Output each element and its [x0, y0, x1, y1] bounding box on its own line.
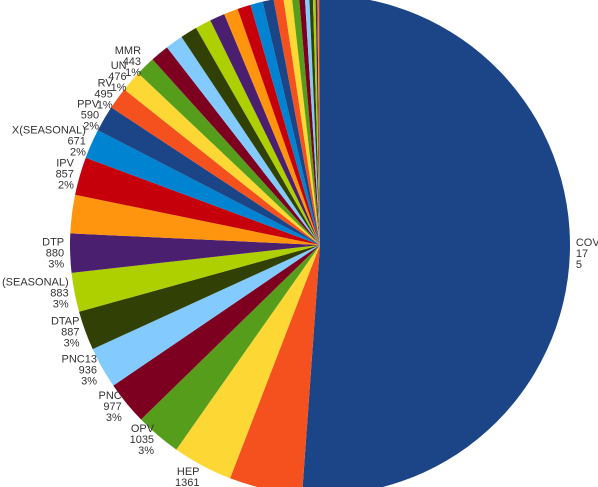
- slice-value-label: 671: [68, 135, 86, 147]
- slice-value-label: 476: [108, 71, 126, 83]
- slice-value-label: 1361: [175, 477, 199, 487]
- slice-percent-label: 3%: [53, 298, 69, 310]
- slice-label: PPV: [77, 99, 100, 111]
- pie-slice: [70, 233, 320, 273]
- slice-value-label: 857: [56, 168, 74, 180]
- slice-value-label: 936: [79, 365, 97, 377]
- slice-value-label: 17: [576, 248, 588, 260]
- pie-slice: [75, 157, 320, 245]
- slice-label: PNC13: [62, 354, 97, 366]
- slice-percent-label: 5: [576, 259, 582, 271]
- slice-percent-label: 3%: [106, 412, 122, 424]
- pie-slice: [312, 0, 320, 245]
- pie-slice: [166, 36, 320, 246]
- slice-label: X(SEASONAL): [12, 124, 86, 136]
- pie-slice: [97, 107, 321, 246]
- slice-value-label: 443: [123, 56, 141, 68]
- pie-slice: [141, 245, 320, 450]
- slice-percent-label: 2%: [58, 179, 74, 191]
- pie-slice: [299, 0, 320, 245]
- pie-slice: [92, 245, 320, 386]
- pie-slice: [315, 0, 320, 245]
- slice-percent-label: 1%: [97, 100, 113, 112]
- slice-percent-label: 1%: [111, 82, 127, 94]
- slice-value-label: 1035: [130, 434, 154, 446]
- pie-slice: [250, 1, 320, 246]
- slice-percent-label: 3%: [138, 445, 154, 457]
- pie-slice: [262, 0, 320, 245]
- pie-slice: [305, 0, 320, 245]
- slice-percent-label: 2%: [70, 146, 86, 158]
- pie-slice: [292, 0, 320, 245]
- slice-label: OPV: [131, 423, 155, 435]
- pie-slice: [138, 59, 320, 246]
- pie-slice: [302, 0, 570, 487]
- pie-slice: [181, 27, 320, 245]
- slice-value-label: 887: [61, 327, 79, 339]
- slice-label: MMR: [115, 45, 141, 57]
- slice-label: (SEASONAL): [2, 276, 69, 288]
- pie-slice: [71, 245, 320, 312]
- pie-slice: [124, 73, 320, 246]
- slice-value-label: 880: [46, 247, 64, 259]
- slice-percent-label: 1%: [125, 67, 141, 79]
- slice-label: DTP: [42, 236, 64, 248]
- slice-percent-label: 2%: [83, 121, 99, 133]
- pie-slice: [176, 245, 320, 479]
- slice-percent-label: 3%: [48, 258, 64, 270]
- slice-percent-label: 3%: [64, 338, 80, 350]
- slice-label: PNC: [99, 390, 122, 402]
- pie-slice: [70, 194, 320, 245]
- slice-label: IPV: [56, 157, 74, 169]
- slice-label: HEP: [177, 466, 200, 478]
- slice-value-label: 883: [50, 287, 68, 299]
- slice-percent-label: 3%: [81, 376, 97, 388]
- pie-slice: [237, 4, 320, 245]
- pie-slice: [317, 0, 320, 245]
- slice-value-label: 495: [94, 89, 112, 101]
- pie-slice: [224, 8, 320, 245]
- pie-slice: [79, 245, 320, 350]
- slice-label: DTAP: [51, 316, 80, 328]
- pie-slice: [85, 130, 320, 245]
- pie-slice: [318, 0, 320, 245]
- pie-slice: [273, 0, 320, 245]
- pie-slice: [230, 245, 320, 487]
- slice-label: COV: [576, 237, 598, 249]
- slice-value-label: 977: [103, 401, 121, 413]
- pie-slice: [210, 14, 320, 245]
- pie-slice: [152, 47, 320, 246]
- slice-label: UN: [111, 60, 127, 72]
- slice-value-label: 590: [81, 110, 99, 122]
- pie-slice: [196, 20, 320, 245]
- pie-slice: [113, 245, 321, 420]
- slice-label: RV: [98, 78, 114, 90]
- pie-slice: [111, 89, 321, 245]
